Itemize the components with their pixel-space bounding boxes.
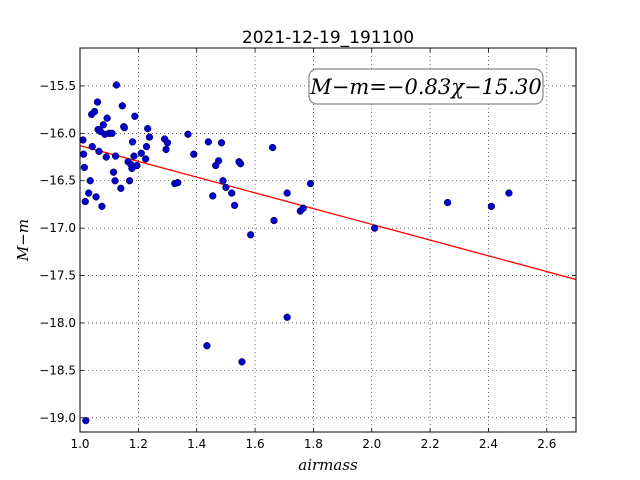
axis-ticks (79, 48, 576, 432)
data-point (120, 123, 128, 132)
data-point (79, 150, 88, 158)
data-point (125, 177, 134, 185)
x-tick-label: 1.8 (304, 437, 323, 451)
data-point (443, 198, 452, 207)
x-tick-label: 2.6 (537, 437, 556, 451)
y-tick-label: −18.5 (39, 363, 76, 377)
data-point (111, 177, 119, 185)
data-point (109, 168, 118, 176)
data-point (203, 342, 211, 350)
data-point (209, 192, 217, 200)
data-point (268, 143, 277, 152)
data-point (162, 145, 170, 154)
x-tick-label: 1.4 (187, 437, 206, 451)
data-point (99, 121, 107, 129)
data-point (230, 201, 239, 210)
y-tick-label: −16.5 (39, 174, 76, 188)
grid (79, 48, 576, 432)
x-tick-label: 2.0 (362, 437, 381, 451)
data-point (133, 161, 141, 170)
data-point (112, 81, 121, 89)
x-tick-label: 1.2 (129, 437, 148, 451)
data-point (283, 189, 291, 197)
y-tick-label: −17.0 (39, 221, 76, 235)
data-point (130, 152, 138, 160)
data-point (141, 155, 150, 163)
x-tick-label: 2.4 (479, 437, 498, 451)
data-point (102, 153, 110, 161)
data-point (238, 358, 246, 366)
data-point (82, 416, 90, 425)
x-tick-label: 1.6 (246, 437, 265, 451)
y-tick-labels: −15.5 −16.0 −16.5 −17.0 −17.5 −18.0 −18.5 −19.0 (39, 79, 76, 425)
data-point (144, 124, 152, 133)
data-point (103, 114, 111, 122)
data-point (283, 313, 291, 321)
data-point (214, 157, 223, 165)
data-point (93, 98, 102, 106)
data-point (247, 231, 255, 239)
data-point (108, 129, 116, 137)
annotation-box (308, 68, 544, 105)
fit-line (79, 145, 577, 281)
data-point (95, 147, 103, 155)
data-point (131, 112, 139, 120)
x-tick-label: 2.2 (421, 437, 440, 451)
fit-annotation: M−m=−0.83χ−15.30 (308, 68, 544, 105)
data-point (163, 139, 172, 147)
x-axis-label: airmass (298, 456, 358, 474)
annotation-text: M−m=−0.83χ−15.30 (309, 75, 541, 99)
data-point (81, 197, 89, 206)
data-point (217, 139, 226, 147)
data-point (299, 204, 307, 212)
data-point (142, 142, 151, 151)
data-point (86, 177, 94, 185)
data-point (306, 179, 315, 188)
data-points (79, 81, 513, 425)
y-tick-label: −16.0 (39, 126, 76, 140)
chart-title: 2021-12-19_191100 (242, 28, 414, 48)
data-point (137, 149, 145, 157)
y-tick-label: −17.5 (39, 269, 76, 283)
data-point (80, 163, 89, 172)
data-point (371, 224, 379, 232)
data-point (204, 138, 213, 146)
data-point (85, 189, 93, 197)
data-point (117, 184, 125, 192)
data-point (98, 202, 106, 210)
y-tick-label: −18.0 (39, 316, 76, 330)
x-tick-labels: 1.0 1.2 1.4 1.6 1.8 2.0 2.2 2.4 2.6 (70, 437, 556, 451)
data-point (505, 189, 513, 197)
data-point (184, 130, 192, 138)
y-axis-label: M−m (14, 219, 32, 262)
fit-line-group (79, 145, 577, 281)
data-point (270, 216, 278, 225)
y-tick-label: −15.5 (39, 79, 76, 93)
data-point (111, 152, 120, 160)
data-point (145, 133, 154, 141)
data-point (128, 138, 137, 146)
plot-frame (79, 47, 577, 433)
y-tick-label: −19.0 (39, 411, 76, 425)
data-point (228, 189, 236, 197)
data-point (88, 142, 96, 151)
data-point (90, 107, 99, 116)
data-point (174, 178, 182, 187)
data-point (487, 202, 496, 210)
data-point (118, 102, 126, 110)
data-point (79, 136, 87, 144)
data-point (219, 177, 227, 185)
data-point (222, 183, 230, 192)
x-tick-label: 1.0 (70, 437, 89, 451)
data-point (236, 160, 245, 168)
data-point (92, 193, 100, 201)
data-point (190, 150, 198, 158)
